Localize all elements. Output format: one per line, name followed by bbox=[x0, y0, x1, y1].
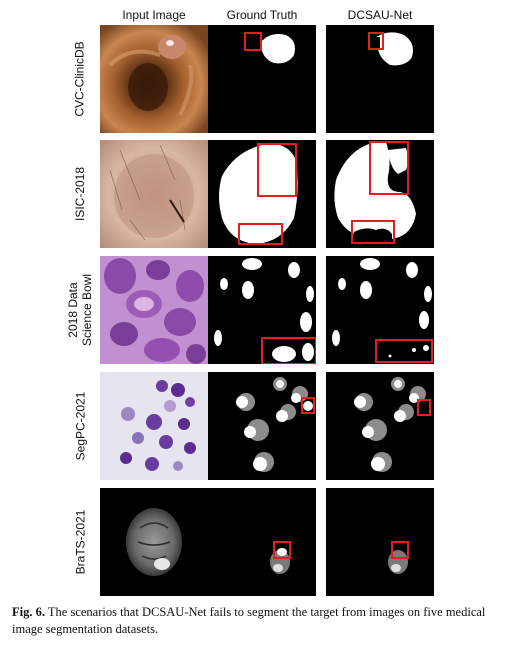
ground-truth-mask-segpc-2021 bbox=[208, 372, 316, 480]
column-header-dcsau-net: DCSAU-Net bbox=[347, 8, 413, 22]
input-image-isic-2018 bbox=[100, 140, 208, 248]
prediction-mask-brats-2021 bbox=[326, 488, 434, 596]
row-label-text: ISIC-2018 bbox=[73, 166, 87, 222]
figure-caption: Fig. 6. The scenarios that DCSAU-Net fai… bbox=[12, 604, 504, 638]
input-image-brats-2021 bbox=[100, 488, 208, 596]
column-header-input: Input Image bbox=[122, 8, 186, 22]
row-label-cvc-clinicdb: CVC-ClinicDB bbox=[60, 25, 100, 133]
row-label-text: BraTS-2021 bbox=[73, 509, 88, 575]
column-header-ground-truth: Ground Truth bbox=[226, 8, 298, 22]
ground-truth-mask-cvc-clinicdb bbox=[208, 25, 316, 133]
input-image-data-science-bowl bbox=[100, 256, 208, 364]
row-label-line-2: Science Bowl bbox=[80, 273, 95, 347]
row-label-isic-2018: ISIC-2018 bbox=[60, 140, 100, 248]
figure-label: Fig. 6. bbox=[12, 605, 45, 619]
prediction-mask-segpc-2021 bbox=[326, 372, 434, 480]
row-label-text: SegPC-2021 bbox=[73, 391, 87, 461]
input-image-cvc-clinicdb bbox=[100, 25, 208, 133]
row-label-brats-2021: BraTS-2021 bbox=[60, 488, 100, 596]
ground-truth-mask-brats-2021 bbox=[208, 488, 316, 596]
ground-truth-mask-isic-2018 bbox=[208, 140, 316, 248]
row-label-text: 2018 Data Science Bowl bbox=[66, 274, 94, 346]
input-image-segpc-2021 bbox=[100, 372, 208, 480]
prediction-mask-isic-2018 bbox=[326, 140, 434, 248]
prediction-mask-cvc-clinicdb bbox=[326, 25, 434, 133]
ground-truth-mask-data-science-bowl bbox=[208, 256, 316, 364]
row-label-line-1: 2018 Data bbox=[66, 282, 81, 338]
caption-text: The scenarios that DCSAU-Net fails to se… bbox=[12, 605, 486, 636]
row-label-text: CVC-ClinicDB bbox=[73, 41, 87, 117]
prediction-mask-data-science-bowl bbox=[326, 256, 434, 364]
row-label-data-science-bowl: 2018 Data Science Bowl bbox=[60, 256, 100, 364]
row-label-segpc-2021: SegPC-2021 bbox=[60, 372, 100, 480]
